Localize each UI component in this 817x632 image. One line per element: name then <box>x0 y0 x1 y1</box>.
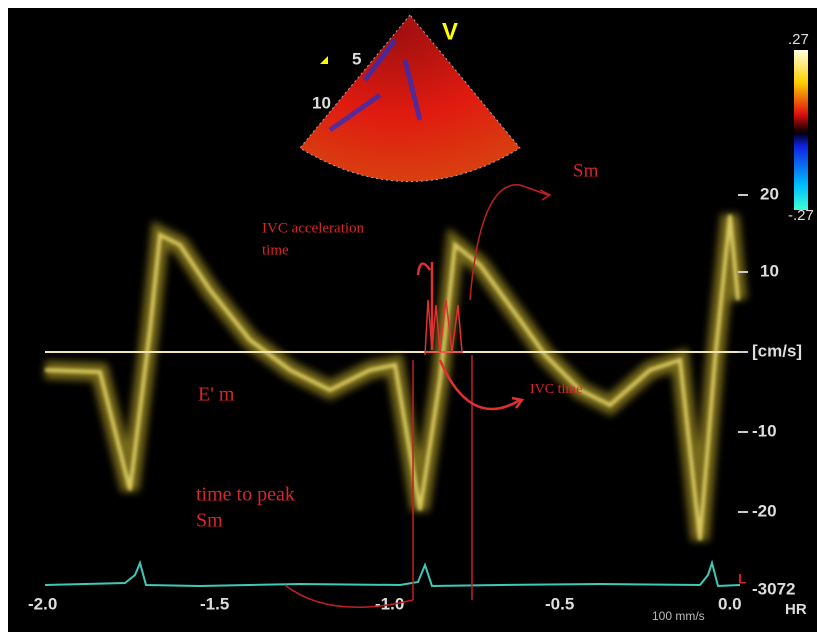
acceleration-mark <box>424 299 463 356</box>
focus-marker <box>320 56 328 64</box>
arrow <box>469 184 549 301</box>
arrowhead <box>539 189 552 201</box>
label-em: E' m <box>198 384 235 406</box>
velocity-ticks <box>738 194 748 513</box>
velocity-label: 10 <box>760 261 779 280</box>
heart-rate: HR <box>785 601 807 618</box>
color-flow <box>328 38 423 133</box>
trace-core <box>44 214 740 541</box>
label-ivc-time: IVC time <box>530 382 583 397</box>
velocity-label: -20 <box>752 501 777 520</box>
doppler-trace <box>44 214 747 541</box>
velocity-label: 20 <box>760 184 779 203</box>
time-label: -1.5 <box>200 594 229 613</box>
ecg-label: -3072 <box>752 579 795 598</box>
velocity-unit: [cm/s] <box>752 341 802 360</box>
depth-label: 5 <box>352 49 361 68</box>
label-ttp: Sm <box>196 510 223 532</box>
sector-marker: V <box>442 18 458 45</box>
sweep-speed: 100 mm/s <box>652 609 705 623</box>
arrowhead <box>511 396 525 409</box>
color-bar <box>794 50 808 210</box>
velocity-label: -10 <box>752 421 777 440</box>
label-ivc-acc: time <box>262 242 289 258</box>
label-ttp: time to peak <box>196 484 295 506</box>
time-label: 0.0 <box>718 594 742 613</box>
time-label: -2.0 <box>28 594 57 613</box>
color-sector <box>299 14 521 182</box>
scale-top: .27 <box>788 31 809 48</box>
label-sm: Sm <box>573 160 599 181</box>
ecg-lead: L <box>738 571 747 587</box>
time-label: -0.5 <box>545 594 574 613</box>
depth-label: 10 <box>312 93 331 112</box>
annotation-lines <box>284 184 552 608</box>
ecg-trace <box>44 559 741 588</box>
arrow <box>284 584 414 608</box>
arrow <box>416 262 434 350</box>
arrow <box>438 359 521 411</box>
label-ivc-acc: IVC acceleration <box>262 220 365 236</box>
scale-bottom: -.27 <box>788 207 814 224</box>
